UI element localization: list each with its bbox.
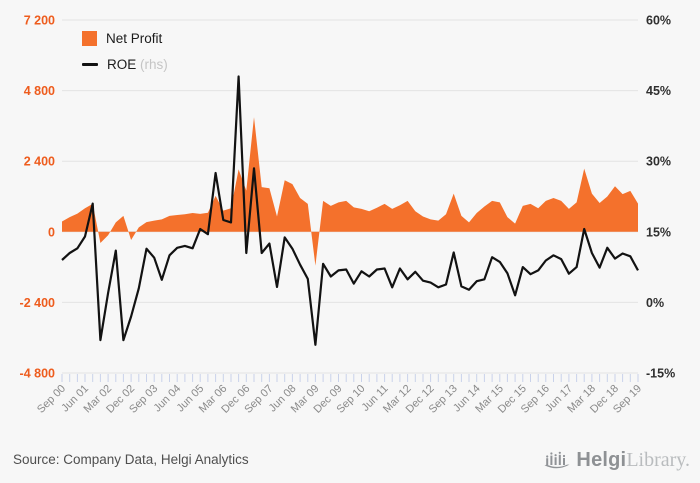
roe-legend-label: ROE (rhs) xyxy=(107,57,168,72)
legend-item-roe: ROE (rhs) xyxy=(82,51,168,77)
left-axis-label: 0 xyxy=(48,225,55,239)
helgi-logo-icon xyxy=(544,451,570,468)
legend-item-net-profit: Net Profit xyxy=(82,25,168,51)
roe-line xyxy=(61,75,639,346)
brand-name-light: Library. xyxy=(626,449,690,471)
net-profit-swatch xyxy=(82,30,97,46)
right-axis-label: -15% xyxy=(646,367,675,381)
roe-line-swatch xyxy=(82,62,98,66)
left-axis-label: 7 200 xyxy=(24,14,55,28)
roe-rhs-note: (rhs) xyxy=(140,56,168,72)
right-axis-label: 60% xyxy=(646,14,671,28)
right-axis-label: 0% xyxy=(646,296,664,310)
right-axis-label: 15% xyxy=(646,225,671,239)
roe-legend-text: ROE xyxy=(107,56,137,72)
source-text: Source: Company Data, Helgi Analytics xyxy=(13,452,249,467)
left-axis-label: -2 400 xyxy=(20,296,55,310)
brand-name-bold: Helgi xyxy=(576,449,627,471)
helgi-logo: Helgi Library. xyxy=(544,449,690,472)
chart-legend: Net Profit ROE (rhs) xyxy=(82,25,168,77)
right-axis-label: 30% xyxy=(646,155,671,169)
left-axis-label: -4 800 xyxy=(20,367,55,381)
left-axis-label: 2 400 xyxy=(24,155,55,169)
net-profit-legend-label: Net Profit xyxy=(106,30,163,46)
net-profit-area xyxy=(62,117,638,266)
right-axis-label: 45% xyxy=(646,84,671,98)
net-profit-roe-chart: 7 200 4 800 2 400 0 -2 400 -4 800 60% 45% 30% 15%… xyxy=(20,14,676,416)
left-axis-label: 4 800 xyxy=(24,84,55,98)
